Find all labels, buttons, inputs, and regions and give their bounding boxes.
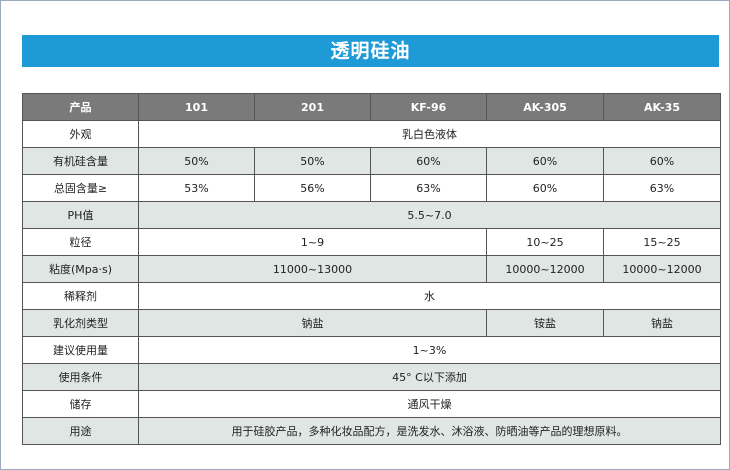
table-cell: 用于硅胶产品，多种化妆品配方，是洗发水、沐浴液、防晒油等产品的理想原料。 (138, 417, 721, 445)
table-row: 储存 通风干燥 (22, 390, 721, 418)
table-cell: 60% (486, 147, 604, 175)
column-header: 产品 (22, 93, 139, 121)
table-cell: 60% (603, 147, 721, 175)
row-label: 用途 (22, 417, 139, 445)
table-row: 有机硅含量 50% 50% 60% 60% 60% (22, 147, 721, 175)
row-label: 使用条件 (22, 363, 139, 391)
table-cell: 63% (603, 174, 721, 202)
column-header: 101 (138, 93, 255, 121)
table-cell: 60% (486, 174, 604, 202)
table-cell: 60% (370, 147, 487, 175)
table-row: 粒径 1~9 10~25 15~25 (22, 228, 721, 256)
row-label: 乳化剂类型 (22, 309, 139, 337)
table-cell: 10000~12000 (486, 255, 604, 283)
table-cell: 乳白色液体 (138, 120, 721, 148)
table-cell: 通风干燥 (138, 390, 721, 418)
table-cell: 45° C以下添加 (138, 363, 721, 391)
table-row: PH值 5.5~7.0 (22, 201, 721, 229)
table-header-row: 产品 101 201 KF-96 AK-305 AK-35 (22, 93, 721, 121)
table-cell: 56% (254, 174, 371, 202)
row-label: 总固含量≥ (22, 174, 139, 202)
table-row: 用途 用于硅胶产品，多种化妆品配方，是洗发水、沐浴液、防晒油等产品的理想原料。 (22, 417, 721, 445)
table-row: 粘度(Mpa·s) 11000~13000 10000~12000 10000~… (22, 255, 721, 283)
table-cell: 钠盐 (138, 309, 487, 337)
table-cell: 钠盐 (603, 309, 721, 337)
column-header: AK-35 (603, 93, 721, 121)
table-cell: 50% (138, 147, 255, 175)
table-row: 使用条件 45° C以下添加 (22, 363, 721, 391)
table-cell: 水 (138, 282, 721, 310)
table-cell: 1~3% (138, 336, 721, 364)
table-cell: 63% (370, 174, 487, 202)
column-header: KF-96 (370, 93, 487, 121)
table-cell: 铵盐 (486, 309, 604, 337)
table-row: 稀释剂 水 (22, 282, 721, 310)
column-header: AK-305 (486, 93, 604, 121)
row-label: 外观 (22, 120, 139, 148)
table-cell: 50% (254, 147, 371, 175)
table-row: 建议使用量 1~3% (22, 336, 721, 364)
table-cell: 10~25 (486, 228, 604, 256)
page-title: 透明硅油 (22, 35, 719, 67)
table-cell: 1~9 (138, 228, 487, 256)
table-cell: 10000~12000 (603, 255, 721, 283)
row-label: 有机硅含量 (22, 147, 139, 175)
column-header: 201 (254, 93, 371, 121)
row-label: 稀释剂 (22, 282, 139, 310)
row-label: 储存 (22, 390, 139, 418)
table-cell: 15~25 (603, 228, 721, 256)
row-label: 建议使用量 (22, 336, 139, 364)
table-row: 外观 乳白色液体 (22, 120, 721, 148)
row-label: PH值 (22, 201, 139, 229)
table-cell: 5.5~7.0 (138, 201, 721, 229)
row-label: 粒径 (22, 228, 139, 256)
table-row: 乳化剂类型 钠盐 铵盐 钠盐 (22, 309, 721, 337)
spec-table: 产品 101 201 KF-96 AK-305 AK-35 外观 乳白色液体 有… (22, 93, 721, 445)
table-row: 总固含量≥ 53% 56% 63% 60% 63% (22, 174, 721, 202)
row-label: 粘度(Mpa·s) (22, 255, 139, 283)
table-cell: 53% (138, 174, 255, 202)
table-cell: 11000~13000 (138, 255, 487, 283)
